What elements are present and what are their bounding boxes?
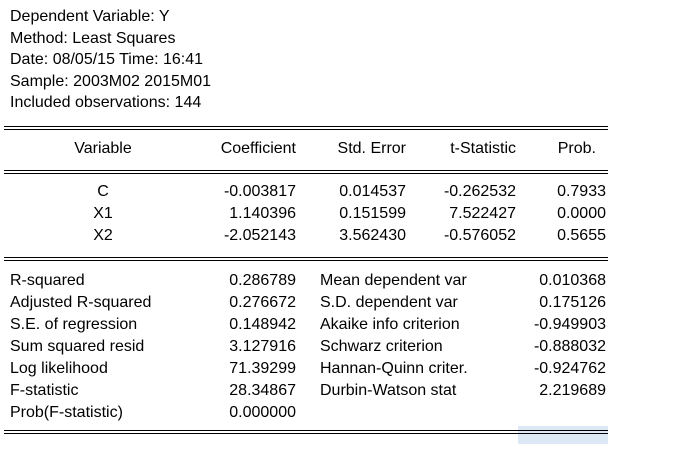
col-header-t-statistic: t-Statistic (450, 140, 516, 157)
stats-rule (4, 257, 608, 258)
stat-value: 0.286789 (229, 272, 296, 289)
stat-label: Sum squared resid (10, 338, 145, 355)
stats-rule-2 (4, 260, 608, 261)
coefficient-value: -2.052143 (223, 227, 296, 244)
std-error-value: 3.562430 (339, 227, 406, 244)
prob-value: 0.5655 (557, 227, 606, 244)
stat-label: Prob(F-statistic) (10, 404, 123, 421)
col-header-prob: Prob. (557, 140, 596, 157)
method: Method: Least Squares (10, 29, 176, 47)
stat-label: Schwarz criterion (320, 338, 443, 355)
variable-name: C (97, 183, 109, 200)
stat-label: Mean dependent var (320, 272, 467, 289)
t-stat-value: -0.576052 (443, 227, 516, 244)
variable-name: X1 (93, 205, 113, 222)
stat-value: 0.175126 (539, 294, 606, 311)
stat-value: 0.010368 (539, 272, 606, 289)
t-stat-value: 7.522427 (449, 205, 516, 222)
header-rule (4, 170, 608, 171)
stat-value: 0.148942 (229, 316, 296, 333)
prob-value: 0.0000 (557, 205, 606, 222)
bottom-rule-2 (4, 433, 608, 434)
stat-label: Hannan-Quinn criter. (320, 360, 468, 377)
stat-value: 0.276672 (229, 294, 296, 311)
std-error-value: 0.151599 (339, 205, 406, 222)
prob-value: 0.7933 (557, 183, 606, 200)
top-rule (4, 126, 608, 127)
stat-label: Akaike info criterion (320, 316, 460, 333)
stat-value: -0.924762 (533, 360, 606, 377)
stat-label: F-statistic (10, 382, 79, 399)
col-header-std-error: Std. Error (337, 140, 406, 157)
stat-label: Log likelihood (10, 360, 108, 377)
stat-value: -0.888032 (533, 338, 606, 355)
dependent-variable: Dependent Variable: Y (10, 8, 170, 25)
estimation-header: Dependent Variable: Y Method: Least Squa… (10, 6, 211, 114)
included-observations: Included observations: 144 (10, 94, 202, 111)
stat-label: S.D. dependent var (320, 294, 458, 311)
stat-label: S.E. of regression (10, 316, 138, 333)
selected-cell[interactable] (518, 426, 608, 444)
stat-label: R-squared (10, 272, 85, 289)
coefficient-value: -0.003817 (223, 183, 296, 200)
variable-name: X2 (93, 227, 113, 244)
top-rule-2 (4, 129, 608, 130)
stat-value: -0.949903 (533, 316, 606, 333)
col-header-coefficient: Coefficient (220, 140, 296, 157)
t-stat-value: -0.262532 (443, 183, 516, 200)
coefficient-value: 1.140396 (229, 205, 296, 222)
stat-value: 3.127916 (229, 338, 296, 355)
stat-value: 28.34867 (229, 382, 296, 399)
stat-value: 0.000000 (229, 404, 296, 421)
std-error-value: 0.014537 (339, 183, 406, 200)
header-rule-2 (4, 173, 608, 174)
stat-value: 2.219689 (539, 382, 606, 399)
bottom-rule (4, 430, 608, 431)
date-time: Date: 08/05/15 Time: 16:41 (10, 51, 204, 68)
stat-label: Durbin-Watson stat (320, 382, 457, 399)
col-header-variable: Variable (74, 140, 132, 157)
stat-value: 71.39299 (229, 360, 296, 377)
stat-label: Adjusted R-squared (10, 294, 152, 311)
sample: Sample: 2003M02 2015M01 (10, 72, 212, 90)
